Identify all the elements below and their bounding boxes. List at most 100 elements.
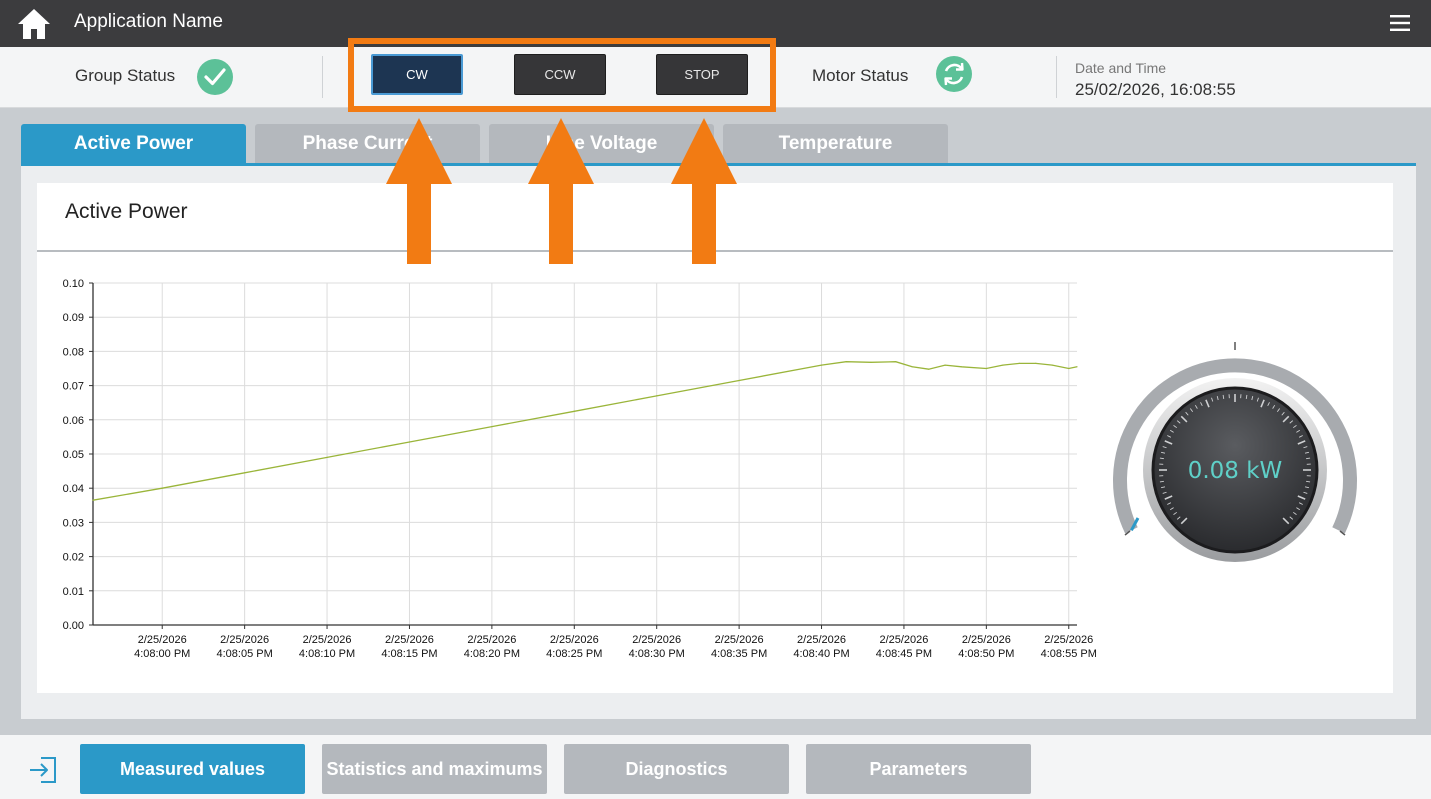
gauge-tick bbox=[1180, 517, 1188, 525]
gauge-tick bbox=[1282, 517, 1290, 525]
gauge-tick bbox=[1306, 457, 1311, 460]
gauge-tick bbox=[1289, 420, 1294, 424]
series-point bbox=[161, 487, 163, 489]
gauge-max-tick bbox=[1339, 530, 1346, 536]
gauge-tick bbox=[1169, 507, 1174, 511]
tab-active-power[interactable]: Active Power bbox=[21, 124, 246, 164]
series-point bbox=[928, 368, 930, 370]
gauge-tick bbox=[1176, 516, 1181, 520]
gauge-tick bbox=[1276, 408, 1281, 413]
series-point bbox=[820, 364, 823, 366]
gauge-tick bbox=[1292, 424, 1297, 429]
datetime-label: Date and Time bbox=[1075, 60, 1167, 76]
group-status-label: Group Status bbox=[75, 66, 176, 85]
gauge-tick bbox=[1160, 451, 1166, 454]
series-point bbox=[1051, 364, 1053, 366]
x-tick-label: 2/25/2026 4:08:10 PM bbox=[299, 634, 355, 660]
datetime-value: 25/02/2026, 16:08:55 bbox=[1075, 80, 1236, 99]
tab-phase-current[interactable]: Phase Current bbox=[255, 124, 480, 164]
gauge-tick bbox=[1245, 394, 1248, 399]
gauge-tick bbox=[1167, 435, 1172, 438]
series-point bbox=[1076, 366, 1078, 368]
series-point bbox=[1002, 364, 1004, 366]
x-tick-label: 2/25/2026 4:08:40 PM bbox=[793, 634, 849, 660]
gauge-tick bbox=[1298, 502, 1303, 505]
series-point bbox=[491, 426, 493, 428]
x-tick-label: 2/25/2026 4:08:00 PM bbox=[134, 634, 190, 660]
series-point bbox=[911, 366, 913, 368]
gauge-tick bbox=[1297, 440, 1306, 445]
gauge-value-arc bbox=[1130, 517, 1140, 532]
power-gauge: 0.08 kW bbox=[1113, 342, 1357, 562]
gauge-tick bbox=[1303, 491, 1308, 494]
gauge-tick bbox=[1200, 402, 1203, 407]
gauge-tick bbox=[1176, 420, 1181, 424]
gauge-arc bbox=[1113, 358, 1357, 534]
y-tick-label: 0.10 bbox=[63, 278, 84, 290]
motor-status-label: Motor Status bbox=[812, 66, 909, 85]
y-tick-label: 0.04 bbox=[63, 483, 84, 495]
gauge-tick bbox=[1260, 399, 1265, 408]
motor-running-icon bbox=[936, 56, 972, 92]
gauge-scale bbox=[1159, 394, 1311, 525]
gauge-tick bbox=[1216, 395, 1219, 401]
gauge-tick bbox=[1297, 495, 1306, 500]
home-icon[interactable] bbox=[16, 6, 52, 42]
gauge-tick bbox=[1185, 411, 1189, 416]
gauge-tick bbox=[1162, 491, 1167, 494]
gauge-tick bbox=[1164, 495, 1173, 500]
nav-parameters[interactable]: Parameters bbox=[806, 744, 1031, 794]
x-tick-label: 2/25/2026 4:08:25 PM bbox=[546, 634, 602, 660]
nav-measured-values[interactable]: Measured values bbox=[80, 744, 305, 794]
cw-button[interactable]: CW bbox=[371, 54, 463, 95]
logout-icon[interactable] bbox=[27, 756, 59, 784]
gauge-tick bbox=[1272, 404, 1276, 409]
y-tick-label: 0.09 bbox=[63, 312, 84, 324]
gauge-tick bbox=[1304, 451, 1310, 454]
gauge-tick bbox=[1164, 440, 1173, 445]
series-point bbox=[870, 361, 872, 363]
gauge-tick bbox=[1306, 480, 1311, 483]
stop-button[interactable]: STOP bbox=[656, 54, 748, 95]
gauge-tick bbox=[1211, 397, 1214, 402]
gauge-tick bbox=[1173, 511, 1178, 516]
gauge-tick bbox=[1292, 511, 1297, 516]
status-bar: Group Status CW CCW STOP Motor Status Da… bbox=[0, 47, 1431, 108]
gauge-tick bbox=[1256, 397, 1259, 402]
divider bbox=[1056, 56, 1057, 98]
x-tick-label: 2/25/2026 4:08:35 PM bbox=[711, 634, 767, 660]
hamburger-menu-icon[interactable] bbox=[1388, 12, 1412, 34]
app-title: Application Name bbox=[74, 11, 223, 32]
y-tick-label: 0.08 bbox=[63, 346, 84, 358]
gauge-tick bbox=[1222, 394, 1225, 399]
tab-temperature[interactable]: Temperature bbox=[723, 124, 948, 164]
gauge-tick bbox=[1159, 457, 1164, 460]
divider bbox=[322, 56, 323, 98]
series-point bbox=[1018, 362, 1020, 364]
x-tick-label: 2/25/2026 4:08:30 PM bbox=[629, 634, 685, 660]
up-arrow-icon bbox=[671, 118, 737, 264]
series-point bbox=[408, 441, 411, 443]
up-arrow-icon bbox=[528, 118, 594, 264]
gauge-tick bbox=[1169, 429, 1174, 433]
y-tick-label: 0.03 bbox=[63, 517, 84, 529]
gauge-tick bbox=[1251, 395, 1254, 401]
top-bar: Application Name bbox=[0, 0, 1431, 47]
gauge-tick bbox=[1159, 480, 1164, 483]
gauge-tick bbox=[1282, 415, 1290, 423]
ccw-button[interactable]: CCW bbox=[514, 54, 606, 95]
x-tick-label: 2/25/2026 4:08:55 PM bbox=[1041, 634, 1097, 660]
gauge-tick bbox=[1303, 446, 1308, 449]
series-point bbox=[895, 361, 897, 363]
gauge-min-tick bbox=[1124, 530, 1131, 536]
gauge-value-text: 0.08 kW bbox=[1188, 458, 1283, 484]
series-point bbox=[1035, 362, 1037, 364]
gauge-tick bbox=[1289, 516, 1294, 520]
nav-statistics[interactable]: Statistics and maximums bbox=[322, 744, 547, 794]
series-point bbox=[244, 472, 246, 474]
gauge-tick bbox=[1160, 486, 1166, 489]
nav-diagnostics[interactable]: Diagnostics bbox=[564, 744, 789, 794]
series-point bbox=[845, 361, 847, 363]
series-point bbox=[944, 364, 946, 366]
series-point bbox=[573, 410, 575, 412]
